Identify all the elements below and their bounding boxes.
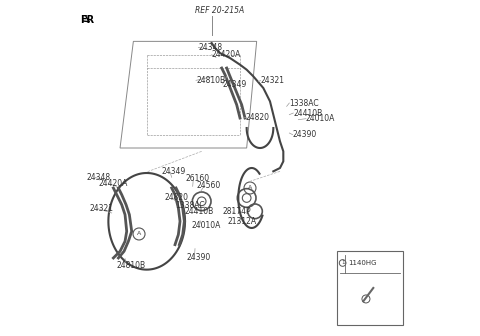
Text: 26160: 26160 [185, 174, 209, 183]
Text: A: A [137, 232, 141, 237]
Text: FR: FR [80, 15, 94, 25]
Text: 24348: 24348 [87, 173, 111, 182]
Text: 24349: 24349 [223, 80, 247, 88]
Text: 28174P: 28174P [223, 208, 252, 216]
FancyBboxPatch shape [336, 251, 403, 325]
Text: 24010A: 24010A [306, 114, 336, 123]
Text: 1: 1 [341, 260, 344, 265]
Text: 24560: 24560 [196, 181, 220, 190]
Text: 24349: 24349 [162, 168, 186, 176]
Text: 24410B: 24410B [184, 208, 213, 216]
Text: 24010A: 24010A [192, 221, 221, 230]
Text: 21312A: 21312A [228, 217, 256, 226]
Text: 1338AC: 1338AC [175, 201, 204, 210]
Text: A: A [248, 185, 252, 191]
Text: 24321: 24321 [89, 204, 113, 213]
Text: 24810B: 24810B [196, 76, 225, 85]
Text: 24410B: 24410B [293, 109, 323, 118]
Text: 24390: 24390 [186, 253, 210, 262]
Text: 24420A: 24420A [212, 50, 241, 59]
Text: 24820: 24820 [164, 194, 188, 203]
Text: 24420A: 24420A [98, 179, 128, 188]
Text: 24810B: 24810B [117, 261, 146, 270]
Text: 24348: 24348 [198, 43, 222, 52]
Text: 24321: 24321 [261, 76, 285, 85]
Text: 1140HG: 1140HG [348, 260, 377, 266]
Text: REF 20-215A: REF 20-215A [195, 6, 245, 15]
Text: 1338AC: 1338AC [289, 98, 319, 108]
Text: 24820: 24820 [246, 113, 270, 122]
Text: 24390: 24390 [293, 130, 317, 139]
